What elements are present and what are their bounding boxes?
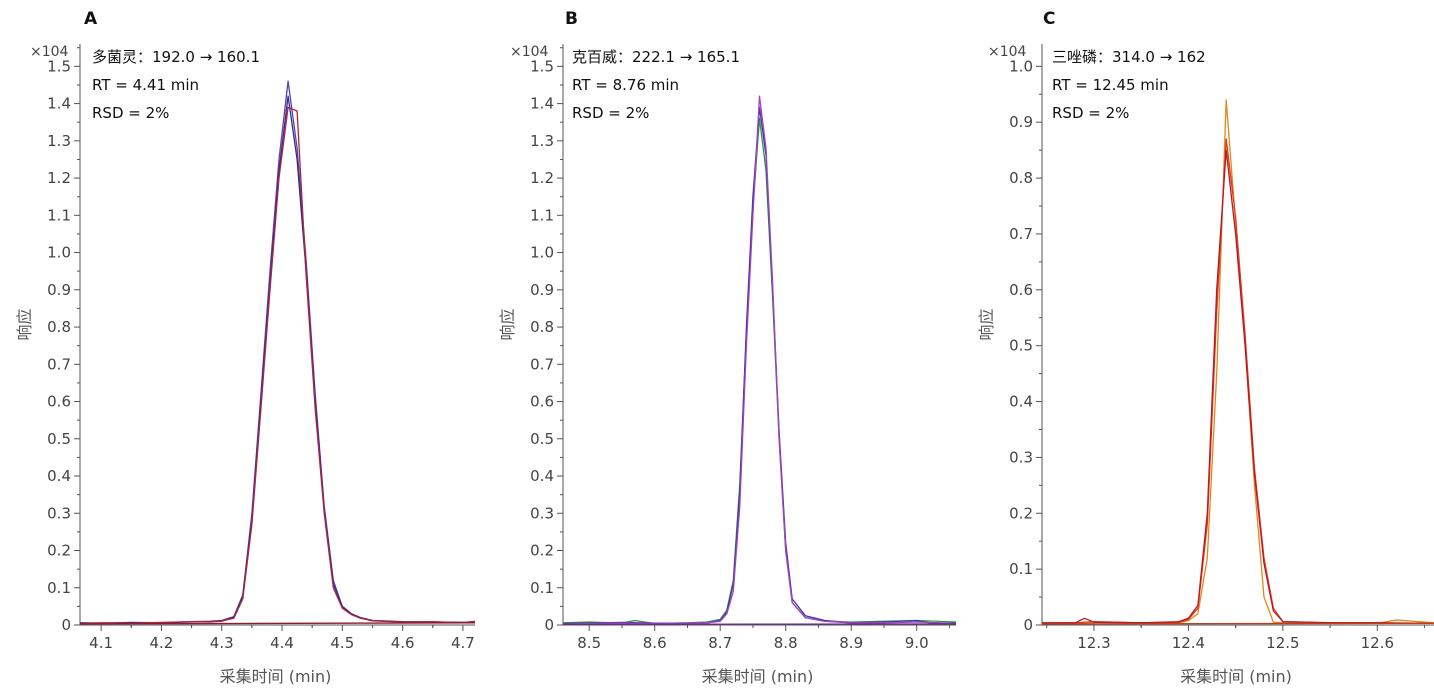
y-tick-label: 0.8	[530, 318, 554, 336]
series-line-2	[563, 107, 956, 623]
panel-b: B×10400.10.20.30.40.50.60.70.80.91.01.11…	[498, 9, 956, 686]
x-tick-label: 8.7	[708, 634, 732, 652]
x-tick-label: 12.4	[1172, 634, 1205, 652]
y-tick-label: 1.2	[530, 169, 554, 187]
y-tick-label: 1.1	[530, 206, 554, 224]
x-tick-label: 4.1	[89, 634, 113, 652]
x-axis-label: 采集时间 (min)	[220, 667, 332, 686]
x-tick-label: 4.5	[330, 634, 354, 652]
panel-letter: C	[1043, 9, 1055, 29]
y-tick-label: 0.3	[47, 504, 71, 522]
y-tick-label: 0.4	[530, 467, 554, 485]
y-tick-label: 0	[544, 616, 554, 634]
x-tick-label: 8.6	[643, 634, 667, 652]
x-tick-label: 8.5	[577, 634, 601, 652]
y-tick-label: 0.5	[530, 430, 554, 448]
panel-c: C×10400.10.20.30.40.50.60.70.80.91.012.3…	[977, 9, 1434, 686]
y-tick-label: 1.3	[47, 132, 71, 150]
x-axis-label: 采集时间 (min)	[702, 667, 814, 686]
series-line-1	[80, 81, 475, 623]
annotation-3: RSD = 2%	[92, 104, 169, 122]
y-tick-label: 1.0	[1009, 57, 1033, 75]
y-tick-label: 0.1	[530, 579, 554, 597]
y-tick-label: 0.2	[1009, 504, 1033, 522]
series-line-1	[563, 119, 956, 624]
y-tick-label: 1.4	[47, 95, 71, 113]
annotation-3: RSD = 2%	[1052, 104, 1129, 122]
y-tick-label: 1.5	[530, 57, 554, 75]
y-tick-label: 0.3	[1009, 448, 1033, 466]
annotation-3: RSD = 2%	[572, 104, 649, 122]
panel-a: A×10400.10.20.30.40.50.60.70.80.91.01.11…	[15, 9, 475, 686]
y-tick-label: 0.8	[1009, 169, 1033, 187]
y-tick-label: 0.1	[1009, 560, 1033, 578]
y-tick-label: 0.6	[47, 393, 71, 411]
y-tick-label: 0.7	[530, 355, 554, 373]
y-tick-label: 0	[1023, 616, 1033, 634]
series-line-2	[1042, 139, 1434, 623]
y-tick-label: 0.9	[1009, 113, 1033, 131]
series-line-3	[1042, 150, 1434, 623]
y-tick-label: 0.7	[47, 355, 71, 373]
y-tick-label: 0	[61, 616, 71, 634]
panel-letter: B	[565, 9, 578, 29]
x-tick-label: 8.9	[839, 634, 863, 652]
y-tick-label: 1.0	[530, 244, 554, 262]
x-tick-label: 4.7	[451, 634, 475, 652]
y-tick-label: 0.1	[47, 579, 71, 597]
y-axis-label: 响应	[498, 308, 517, 340]
y-tick-label: 0.5	[47, 430, 71, 448]
annotation-2: RT = 8.76 min	[572, 76, 679, 94]
x-tick-label: 12.6	[1361, 634, 1394, 652]
y-tick-label: 0.7	[1009, 225, 1033, 243]
y-tick-label: 0.2	[530, 542, 554, 560]
y-tick-label: 0.6	[530, 393, 554, 411]
y-tick-label: 0.9	[530, 281, 554, 299]
y-tick-label: 1.0	[47, 244, 71, 262]
y-tick-label: 1.5	[47, 57, 71, 75]
y-tick-label: 1.2	[47, 169, 71, 187]
x-tick-label: 12.5	[1266, 634, 1299, 652]
y-tick-label: 0.8	[47, 318, 71, 336]
y-axis-label: 响应	[977, 308, 996, 340]
x-tick-label: 4.6	[391, 634, 415, 652]
x-tick-label: 4.2	[149, 634, 173, 652]
annotation-1: 克百威：222.1 → 165.1	[572, 48, 740, 66]
panel-letter: A	[84, 9, 98, 29]
y-tick-label: 0.3	[530, 504, 554, 522]
y-tick-label: 0.9	[47, 281, 71, 299]
x-tick-label: 4.3	[210, 634, 234, 652]
annotation-1: 三唑磷：314.0 → 162	[1052, 48, 1206, 66]
y-axis-label: 响应	[15, 308, 34, 340]
series-line-3	[563, 96, 956, 624]
series-line-4	[1042, 623, 1434, 624]
x-tick-label: 8.8	[774, 634, 798, 652]
y-tick-label: 0.5	[1009, 337, 1033, 355]
series-line-1	[1042, 100, 1434, 623]
x-axis-label: 采集时间 (min)	[1180, 667, 1292, 686]
x-tick-label: 12.3	[1077, 634, 1110, 652]
y-tick-label: 1.3	[530, 132, 554, 150]
y-tick-label: 0.6	[1009, 281, 1033, 299]
annotation-2: RT = 12.45 min	[1052, 76, 1169, 94]
x-tick-label: 4.4	[270, 634, 294, 652]
y-tick-label: 0.4	[1009, 393, 1033, 411]
y-tick-label: 0.2	[47, 542, 71, 560]
x-tick-label: 9.0	[905, 634, 929, 652]
annotation-2: RT = 4.41 min	[92, 76, 199, 94]
y-tick-label: 0.4	[47, 467, 71, 485]
annotation-1: 多菌灵：192.0 → 160.1	[92, 48, 260, 66]
y-tick-label: 1.4	[530, 95, 554, 113]
y-tick-label: 1.1	[47, 206, 71, 224]
